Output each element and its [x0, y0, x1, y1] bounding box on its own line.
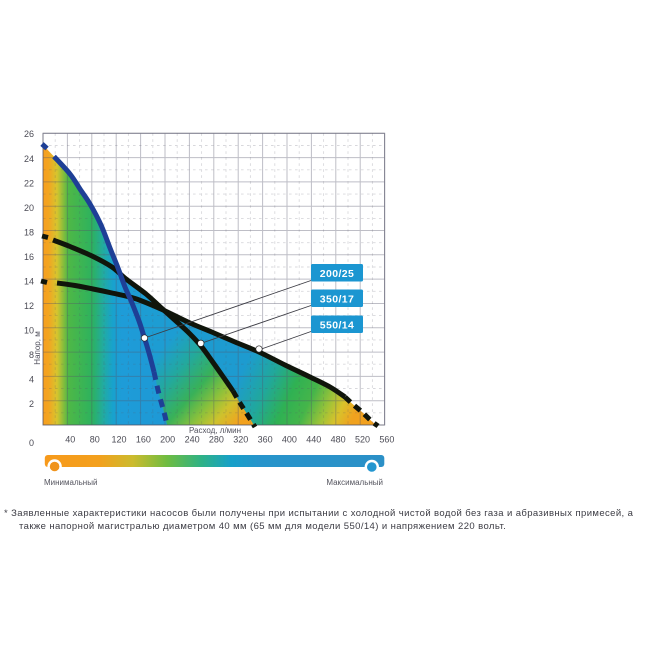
svg-text:18: 18: [24, 227, 34, 237]
svg-text:200/25: 200/25: [320, 268, 355, 280]
svg-text:120: 120: [111, 435, 126, 445]
svg-text:480: 480: [331, 435, 346, 445]
svg-text:Минимальный: Минимальный: [44, 478, 97, 487]
svg-text:Максимальный: Максимальный: [326, 478, 383, 487]
svg-text:40: 40: [65, 435, 75, 445]
svg-text:350/17: 350/17: [320, 294, 355, 306]
svg-text:240: 240: [185, 435, 200, 445]
svg-text:также напорной магистралью диа: также напорной магистралью диаметром 40 …: [19, 521, 506, 532]
svg-text:0: 0: [29, 438, 34, 448]
svg-text:Расход, л/мин: Расход, л/мин: [189, 426, 241, 435]
svg-text:160: 160: [136, 435, 151, 445]
svg-text:200: 200: [160, 435, 175, 445]
svg-text:550/14: 550/14: [320, 320, 355, 332]
svg-text:400: 400: [282, 435, 297, 445]
svg-text:Напор, м: Напор, м: [33, 331, 42, 364]
svg-text:12: 12: [24, 301, 34, 311]
svg-text:360: 360: [258, 435, 273, 445]
svg-text:26: 26: [24, 129, 34, 139]
svg-text:* Заявленные характеристики на: * Заявленные характеристики насосов были…: [4, 508, 634, 519]
svg-text:440: 440: [306, 435, 321, 445]
svg-text:24: 24: [24, 154, 34, 164]
svg-text:20: 20: [24, 203, 34, 213]
svg-text:2: 2: [29, 399, 34, 409]
svg-text:80: 80: [90, 435, 100, 445]
svg-text:520: 520: [355, 435, 370, 445]
svg-text:320: 320: [233, 435, 248, 445]
svg-text:16: 16: [24, 252, 34, 262]
svg-text:22: 22: [24, 178, 34, 188]
svg-text:10: 10: [24, 326, 34, 336]
svg-text:560: 560: [379, 435, 394, 445]
svg-text:280: 280: [209, 435, 224, 445]
svg-text:4: 4: [29, 375, 34, 385]
svg-text:14: 14: [24, 277, 34, 287]
svg-text:8: 8: [29, 350, 34, 360]
